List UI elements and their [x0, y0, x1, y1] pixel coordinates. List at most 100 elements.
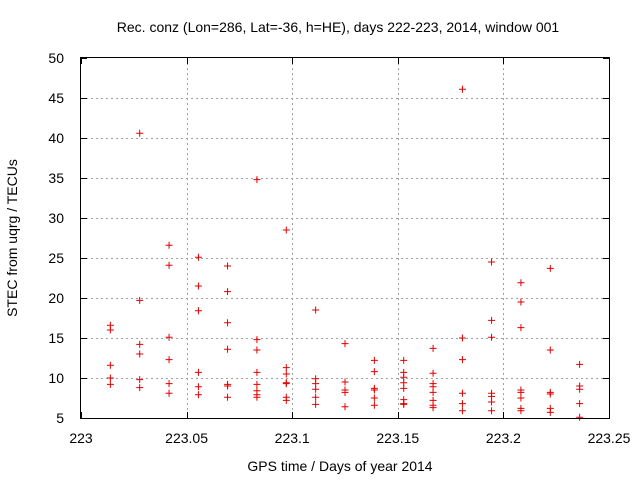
y-tick-label: 35 — [48, 170, 64, 186]
data-point — [253, 380, 261, 388]
data-point — [370, 401, 378, 409]
data-point — [194, 383, 202, 391]
data-point — [194, 253, 202, 261]
data-point — [194, 282, 202, 290]
y-tick-label: 20 — [48, 290, 64, 306]
data-point — [458, 407, 466, 415]
data-point — [488, 316, 496, 324]
data-point — [136, 376, 144, 384]
y-axis-label: STEC from uqrg / TECUs — [4, 159, 20, 317]
data-point — [370, 386, 378, 394]
data-point — [458, 334, 466, 342]
data-point — [253, 368, 261, 376]
y-tick-labels: 5 10 15 20 25 30 35 40 45 50 — [48, 50, 64, 426]
data-point — [429, 369, 437, 377]
data-point — [165, 261, 173, 269]
data-point — [136, 129, 144, 137]
y-tick-label: 10 — [48, 370, 64, 386]
data-point — [400, 400, 408, 408]
data-point — [312, 306, 320, 314]
data-point — [429, 344, 437, 352]
data-point — [341, 388, 349, 396]
data-point — [458, 356, 466, 364]
data-point — [106, 361, 114, 369]
y-tick-label: 30 — [48, 210, 64, 226]
data-point — [517, 298, 525, 306]
data-point — [312, 385, 320, 393]
x-tick-label: 223 — [69, 430, 93, 446]
data-point — [517, 324, 525, 332]
data-point — [282, 380, 290, 388]
data-point — [546, 408, 554, 416]
data-point — [488, 258, 496, 266]
data-point — [370, 368, 378, 376]
y-tick-label: 15 — [48, 330, 64, 346]
chart-title: Rec. conz (Lon=286, Lat=-36, h=HE), days… — [117, 19, 560, 35]
data-point — [136, 340, 144, 348]
y-tick-label: 40 — [48, 130, 64, 146]
data-point — [517, 407, 525, 415]
data-point — [341, 403, 349, 411]
data-point — [517, 394, 525, 402]
data-point — [165, 333, 173, 341]
y-tick-label: 45 — [48, 90, 64, 106]
data-point — [576, 360, 584, 368]
data-point — [165, 389, 173, 397]
data-point — [429, 388, 437, 396]
data-point — [194, 307, 202, 315]
data-point — [400, 356, 408, 364]
data-point — [488, 407, 496, 415]
data-point — [546, 346, 554, 354]
data-point — [341, 340, 349, 348]
data-point — [136, 296, 144, 304]
data-point — [458, 85, 466, 93]
data-point — [576, 385, 584, 393]
data-point — [165, 241, 173, 249]
data-point — [224, 288, 232, 296]
x-tick-label: 223.2 — [486, 430, 521, 446]
x-tick-label: 223.1 — [275, 430, 310, 446]
x-tick-labels: 223 223.05 223.1 223.15 223.2 223.25 — [69, 430, 630, 446]
plot-frame — [80, 57, 610, 419]
data-point — [253, 393, 261, 401]
data-point — [576, 413, 584, 421]
data-points — [106, 85, 584, 421]
y-tick-label: 50 — [48, 50, 64, 66]
x-tick-label: 223.25 — [588, 430, 631, 446]
data-point — [312, 400, 320, 408]
data-point — [106, 326, 114, 334]
y-tick-label: 5 — [56, 410, 64, 426]
data-point — [429, 404, 437, 412]
x-axis-label: GPS time / Days of year 2014 — [247, 458, 432, 474]
data-point — [400, 384, 408, 392]
data-point — [282, 364, 290, 372]
data-point — [282, 226, 290, 234]
data-point — [136, 350, 144, 358]
data-point — [488, 333, 496, 341]
data-point — [341, 378, 349, 386]
data-point — [165, 380, 173, 388]
data-point — [282, 370, 290, 378]
y-tick-label: 25 — [48, 250, 64, 266]
data-point — [370, 394, 378, 402]
data-point — [458, 389, 466, 397]
data-point — [282, 396, 290, 404]
data-point — [194, 391, 202, 399]
data-point — [224, 345, 232, 353]
data-point — [224, 262, 232, 270]
data-point — [253, 336, 261, 344]
data-point — [224, 382, 232, 390]
data-point — [458, 400, 466, 408]
x-tick-label: 223.15 — [376, 430, 419, 446]
x-tick-label: 223.05 — [165, 430, 208, 446]
data-point — [488, 398, 496, 406]
data-point — [224, 319, 232, 327]
data-point — [576, 400, 584, 408]
data-point — [312, 393, 320, 401]
data-point — [253, 176, 261, 184]
data-point — [546, 390, 554, 398]
data-point — [546, 264, 554, 272]
data-point — [194, 368, 202, 376]
